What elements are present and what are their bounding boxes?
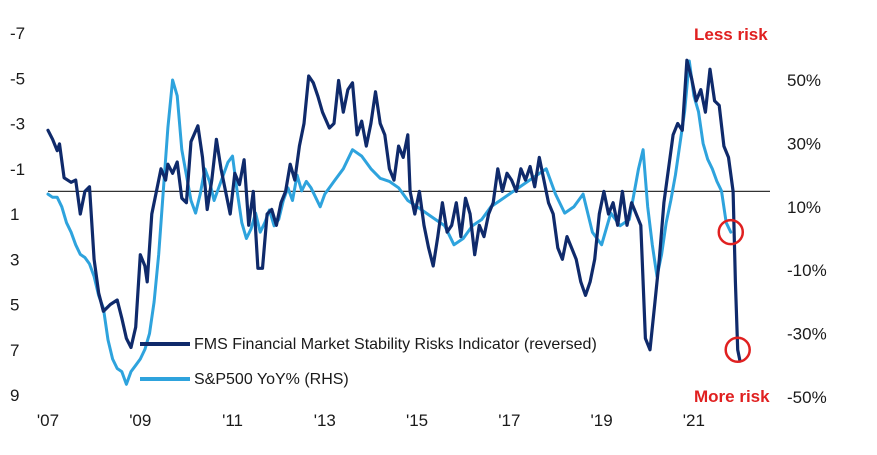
right-axis-tick-label: 50%: [787, 71, 821, 90]
highlight-circle: [724, 336, 751, 363]
x-axis-tick-label: '07: [37, 411, 59, 430]
x-axis-tick-label: '15: [406, 411, 428, 430]
x-axis-tick-label: '19: [591, 411, 613, 430]
left-axis-tick-label: 7: [10, 341, 19, 360]
fms-risk-indicator-line: [46, 58, 742, 363]
left-axis-tick-label: 3: [10, 250, 19, 269]
highlight-circle: [717, 218, 745, 246]
right-axis-tick-label: -50%: [787, 388, 827, 407]
x-axis-tick-label: '09: [129, 411, 151, 430]
right-axis-tick-label: 10%: [787, 198, 821, 217]
x-axis-tick-label: '21: [683, 411, 705, 430]
annotation-layer: Less risk More risk: [694, 25, 770, 406]
series-layer: [46, 58, 742, 386]
legend-label: S&P500 YoY% (RHS): [194, 371, 349, 388]
left-axis-tick-label: -7: [10, 24, 25, 43]
axes-layer: -7 -5 -3 -1 1 3 5 7 9 50% 30% 10% -10% -30% -50% '07 '09…: [10, 24, 827, 430]
right-axis-tick-label: -30%: [787, 325, 827, 344]
x-axis-tick-label: '11: [222, 411, 243, 430]
annotation-more-risk: More risk: [694, 387, 770, 406]
annotation-less-risk: Less risk: [694, 25, 768, 44]
left-axis-tick-label: -3: [10, 115, 25, 134]
right-axis-tick-label: -10%: [787, 261, 827, 280]
right-axis-tick-label: 30%: [787, 134, 821, 153]
legend-label: FMS Financial Market Stability Risks Ind…: [194, 336, 597, 353]
legend: FMS Financial Market Stability Risks Ind…: [140, 336, 597, 388]
left-axis-tick-label: 5: [10, 296, 19, 315]
left-axis-tick-label: -5: [10, 69, 25, 88]
x-axis-tick-label: '17: [498, 411, 520, 430]
left-axis-tick-label: -1: [10, 160, 25, 179]
left-axis-tick-label: 1: [10, 205, 19, 224]
sp500-yoy-line: [46, 59, 733, 386]
left-axis-tick-label: 9: [10, 386, 19, 405]
x-axis-tick-label: '13: [314, 411, 336, 430]
